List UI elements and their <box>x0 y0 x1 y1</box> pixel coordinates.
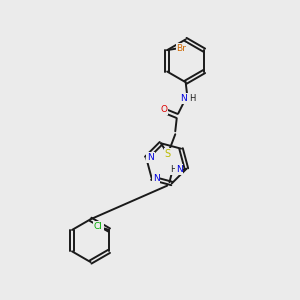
Text: N: N <box>176 165 182 174</box>
Text: S: S <box>165 148 171 159</box>
Text: H: H <box>170 165 177 174</box>
Text: N: N <box>153 174 160 183</box>
Text: H: H <box>189 94 195 103</box>
Text: O: O <box>160 105 167 114</box>
Text: N: N <box>180 94 187 103</box>
Text: Br: Br <box>176 44 186 53</box>
Text: N: N <box>147 153 154 162</box>
Text: Cl: Cl <box>94 222 103 231</box>
